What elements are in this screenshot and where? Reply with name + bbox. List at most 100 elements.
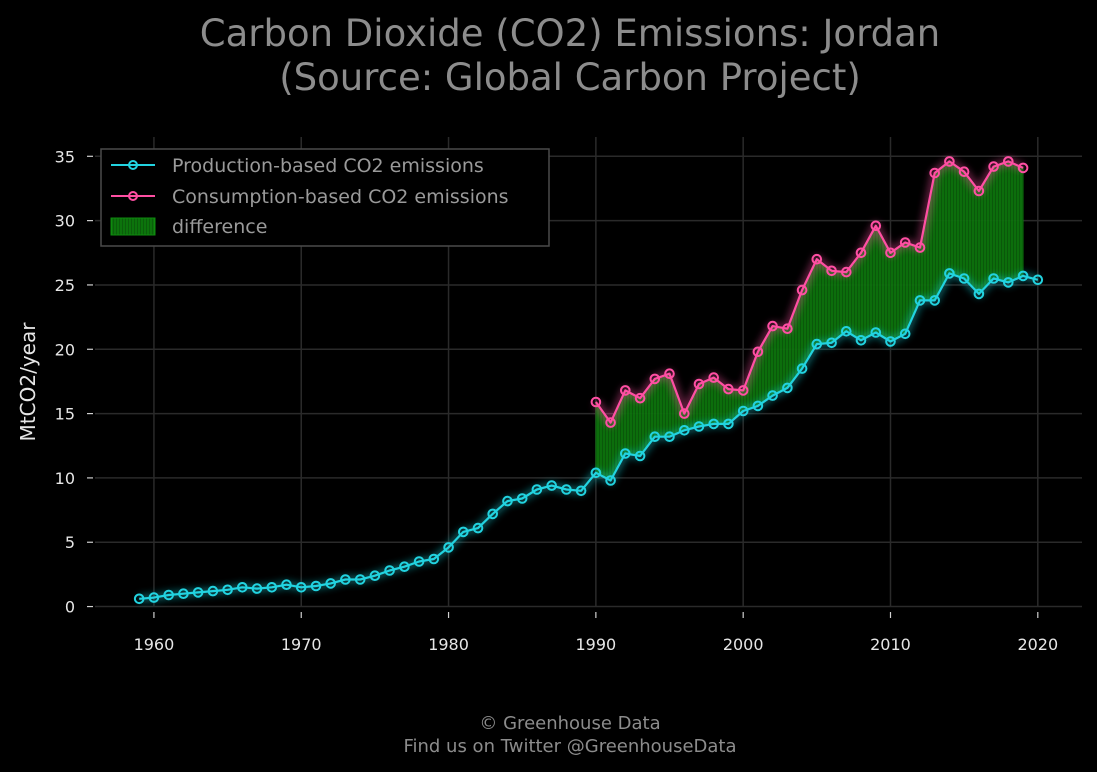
data-point-production [723,418,734,430]
data-point-consumption [914,242,926,253]
data-point-consumption [929,167,941,179]
series-layer [133,156,1044,605]
x-tick-label: 2020 [1017,635,1058,654]
data-point-consumption [958,166,970,177]
data-point-consumption [811,253,823,265]
data-point-production [310,580,322,592]
data-point-production [958,273,970,284]
data-point-consumption [605,417,616,428]
data-point-consumption [944,156,955,167]
data-point-consumption [634,392,646,404]
x-axis: 1960 1970 1980 1990 2000 2010 2020 [134,612,1058,654]
data-point-production [148,592,160,603]
data-point-production [546,480,558,491]
data-point-production [340,574,351,585]
series-production [133,268,1044,605]
y-tick-label: 0 [65,598,75,617]
data-point-production [369,570,381,582]
data-point-production [1003,277,1014,288]
data-point-production [178,588,189,600]
data-point-production [561,484,572,495]
y-tick-label: 5 [65,533,75,552]
legend-item-difference: difference [110,216,267,238]
data-point-consumption [782,323,793,335]
data-point-production [885,336,896,347]
data-point-consumption [693,378,705,390]
y-tick-label: 35 [55,147,75,166]
data-point-production [443,542,454,553]
data-point-production [295,582,307,593]
data-point-production [516,493,528,504]
legend-label-difference: difference [172,216,267,238]
data-point-production [782,382,793,394]
data-point-production [487,508,499,520]
data-point-consumption [620,385,631,396]
chart-title-line1: Carbon Dioxide (CO2) Emissions: Jordan [200,12,941,55]
data-point-production [767,390,778,401]
data-point-production [620,448,631,459]
y-tick-label: 20 [55,340,75,359]
legend-marker-production [128,160,138,170]
y-tick-label: 30 [55,212,75,231]
data-point-production [679,425,690,436]
data-point-consumption [679,408,690,419]
data-point-production [1032,274,1044,286]
data-point-production [531,484,543,495]
data-point-production [914,295,926,306]
y-tick-label: 10 [55,469,75,488]
x-tick-label: 1960 [134,635,175,654]
data-point-production [708,418,720,430]
data-point-consumption [841,266,852,278]
legend-item-consumption: Consumption-based CO2 emissions [111,186,509,208]
data-point-production [575,485,587,497]
footer-twitter: Find us on Twitter @GreenhouseData [403,736,736,757]
data-point-production [251,583,263,594]
data-point-production [973,288,985,300]
data-point-consumption [988,161,999,172]
legend-label-production: Production-based CO2 emissions [172,155,484,177]
y-tick-label: 15 [55,405,75,424]
data-point-production [1017,270,1029,282]
data-point-consumption [870,220,882,232]
data-point-production [796,363,808,374]
data-point-production [929,295,941,306]
data-point-consumption [723,383,734,395]
legend-frame [100,148,550,247]
data-point-consumption [796,284,808,296]
data-point-production [590,467,602,479]
legend-label-consumption: Consumption-based CO2 emissions [172,186,509,208]
x-tick-label: 2000 [723,635,764,654]
data-point-production [752,400,764,412]
data-point-production [384,565,395,576]
x-tick-label: 1990 [576,635,617,654]
footer-copyright: © Greenhouse Data [479,713,660,734]
chart-title-line2: (Source: Global Carbon Project) [279,56,861,99]
x-tick-label: 1970 [281,635,322,654]
data-point-consumption [664,368,675,380]
y-axis-label: MtCO2/year [16,322,40,442]
data-point-production [237,582,248,593]
data-point-production [222,584,233,596]
data-point-consumption [708,372,720,383]
y-tick-label: 25 [55,276,75,295]
data-point-production [399,561,410,573]
data-point-consumption [899,237,911,248]
data-point-production [458,526,469,538]
legend-swatch-difference [110,217,156,236]
x-tick-label: 1980 [428,635,469,654]
data-point-production [870,327,882,338]
data-point-production [207,585,219,597]
data-point-consumption [752,346,764,358]
data-point-consumption [767,320,778,332]
x-tick-label: 2010 [870,635,911,654]
data-point-production [413,556,425,567]
data-point-production [737,405,749,417]
data-point-consumption [973,185,985,197]
data-point-consumption [737,385,749,396]
data-point-production [899,328,911,340]
series-line-production [139,272,1039,600]
data-point-consumption [1003,156,1014,167]
data-point-production [988,273,999,284]
data-point-production [354,574,366,585]
data-point-production [266,582,278,593]
